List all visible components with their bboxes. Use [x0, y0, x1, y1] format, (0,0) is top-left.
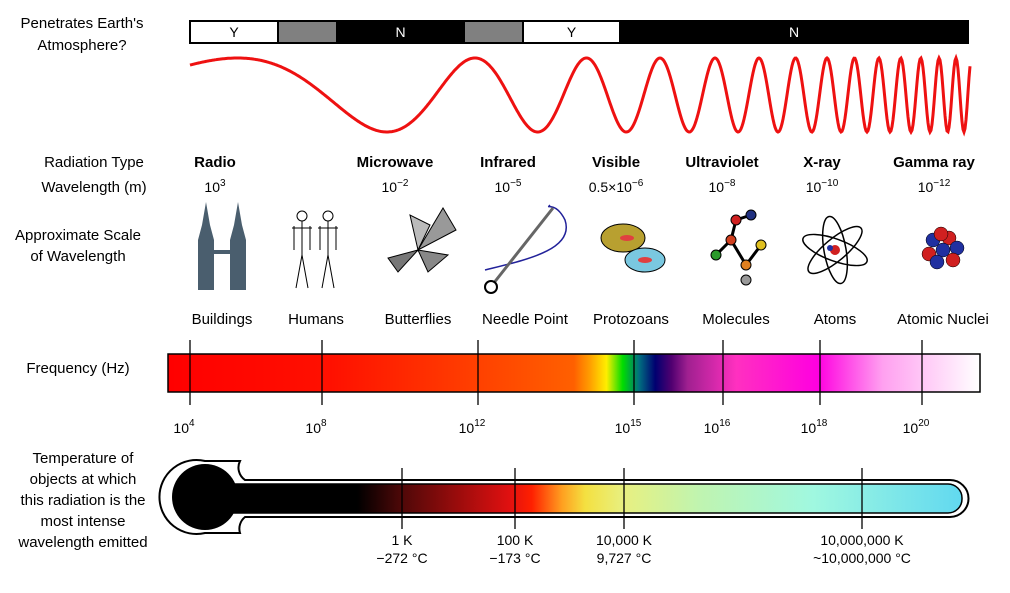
svg-text:1 K: 1 K: [391, 532, 413, 548]
radiation-type-microwave: Microwave 10−2 Butterflies: [357, 154, 457, 328]
svg-text:10,000 K: 10,000 K: [596, 532, 653, 548]
scale-name: Butterflies: [385, 311, 452, 328]
temperature-label: Temperature of objects at which this radia…: [17, 450, 147, 551]
needle-icon: [484, 204, 568, 294]
scale-name: Humans: [288, 311, 344, 328]
svg-text:9,727 °C: 9,727 °C: [597, 550, 652, 566]
svg-text:N: N: [395, 24, 405, 40]
temperature-tick: 100 K −173 °C: [489, 468, 541, 566]
buildings-icon: [198, 202, 246, 290]
atmosphere-segment: [277, 20, 338, 44]
svg-text:104: 104: [173, 418, 195, 436]
atmosphere-segment: Y: [522, 20, 621, 44]
type-name: Ultraviolet: [685, 154, 758, 171]
frequency-bar: [167, 353, 981, 393]
type-name: Radio: [194, 154, 236, 171]
svg-text:1015: 1015: [615, 418, 642, 436]
svg-text:108: 108: [305, 418, 327, 436]
atom-icon: [802, 215, 868, 285]
temperature-tick: 10,000 K 9,727 °C: [596, 468, 653, 566]
type-name: Microwave: [357, 154, 434, 171]
frequency-tick: 1016: [704, 340, 731, 436]
svg-text:Y: Y: [567, 24, 577, 40]
type-name: Gamma ray: [893, 154, 975, 171]
butterfly-icon: [387, 207, 457, 273]
temperature-tick: 1 K −272 °C: [376, 468, 428, 566]
svg-text:1020: 1020: [903, 418, 930, 436]
radiation-type-infrared: Infrared 10−5 Needle Point: [480, 154, 569, 328]
atmosphere-segment: N: [336, 20, 465, 44]
radiation-type-ultraviolet: Ultraviolet 10−8 Molecules: [685, 154, 769, 328]
svg-text:−173 °C: −173 °C: [489, 550, 540, 566]
radiation-type-visible: Visible 0.5×10−6 Protozoans: [589, 154, 669, 328]
molecule-icon: [710, 209, 767, 286]
frequency-label: Frequency (Hz): [26, 360, 129, 377]
wavelength-value: 0.5×10−6: [589, 178, 644, 195]
frequency-tick: 104: [173, 340, 195, 436]
svg-text:Y: Y: [229, 24, 239, 40]
thermometer: [158, 459, 970, 535]
frequency-tick: 108: [305, 340, 327, 436]
svg-text:1018: 1018: [801, 418, 828, 436]
radiation-type-gamma-ray: Gamma ray 10−12 Atomic Nuclei: [893, 154, 989, 328]
radiation-type-radio: Radio 103 Buildings: [192, 154, 253, 328]
wavelength-value: 103: [204, 178, 226, 195]
svg-text:100 K: 100 K: [497, 532, 534, 548]
nucleus-icon: [921, 226, 965, 270]
atmosphere-segment: [463, 20, 524, 44]
wavelength-value: 10−5: [495, 178, 522, 195]
frequency-tick: 1020: [903, 340, 930, 436]
humans-icon: [292, 210, 338, 289]
type-name: Visible: [592, 154, 640, 171]
protozoa-icon: [600, 223, 666, 273]
svg-text:1012: 1012: [459, 418, 486, 436]
svg-text:N: N: [789, 24, 799, 40]
svg-text:−272 °C: −272 °C: [376, 550, 427, 566]
temperature-tick: 10,000,000 K ~10,000,000 °C: [813, 468, 911, 566]
wavelength-label: Wavelength (m): [41, 179, 146, 196]
wavelength-value: 10−2: [382, 178, 409, 195]
scale-name: Needle Point: [482, 311, 569, 328]
wavelength-value: 10−10: [806, 178, 839, 195]
frequency-tick: 1015: [615, 340, 642, 436]
scale-label: Approximate Scale of Wavelength: [15, 227, 141, 265]
scale-name: Molecules: [702, 311, 770, 328]
wavelength-value: 10−12: [918, 178, 951, 195]
type-name: Infrared: [480, 154, 536, 171]
svg-text:~10,000,000 °C: ~10,000,000 °C: [813, 550, 911, 566]
radiation-type-humans: Humans: [288, 210, 344, 328]
svg-text:1016: 1016: [704, 418, 731, 436]
frequency-tick: 1012: [459, 340, 486, 436]
scale-name: Buildings: [192, 311, 253, 328]
radiation-type-x-ray: X-ray 10−10 Atoms: [802, 154, 868, 328]
atmosphere-segment: N: [619, 20, 969, 44]
scale-name: Atomic Nuclei: [897, 311, 989, 328]
wave-line: [189, 53, 972, 137]
scale-name: Atoms: [814, 311, 857, 328]
radiation-type-label: Radiation Type: [44, 154, 144, 171]
wavelength-value: 10−8: [709, 178, 736, 195]
atmosphere-label: Penetrates Earth's Atmosphere?: [20, 15, 144, 54]
atmosphere-segment: Y: [189, 20, 279, 44]
svg-text:10,000,000 K: 10,000,000 K: [820, 532, 904, 548]
frequency-tick: 1018: [801, 340, 828, 436]
scale-name: Protozoans: [593, 311, 669, 328]
type-name: X-ray: [803, 154, 841, 171]
